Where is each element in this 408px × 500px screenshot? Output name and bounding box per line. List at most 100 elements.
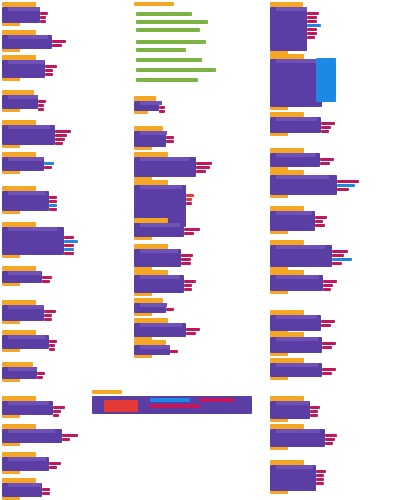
event-block[interactable] bbox=[2, 90, 60, 112]
value-block[interactable] bbox=[61, 438, 70, 441]
procedure-call-block[interactable] bbox=[270, 401, 310, 419]
event-block[interactable] bbox=[270, 396, 334, 422]
event-block[interactable] bbox=[134, 152, 234, 180]
value-block[interactable] bbox=[166, 308, 175, 311]
procedure-call-block[interactable] bbox=[270, 465, 316, 491]
event-block-header[interactable] bbox=[2, 186, 36, 191]
logic-block[interactable] bbox=[136, 78, 198, 82]
event-block[interactable] bbox=[2, 266, 66, 286]
value-block[interactable] bbox=[323, 288, 332, 291]
value-block[interactable] bbox=[315, 474, 324, 477]
value-block[interactable] bbox=[186, 328, 201, 331]
value-block[interactable] bbox=[307, 24, 322, 27]
value-block[interactable] bbox=[319, 158, 334, 161]
procedure-call-block[interactable] bbox=[270, 429, 325, 447]
value-block[interactable] bbox=[322, 342, 337, 345]
procedure-call-block[interactable] bbox=[2, 305, 45, 321]
procedure-call-block[interactable] bbox=[270, 175, 337, 195]
event-block[interactable] bbox=[2, 478, 66, 500]
value-block[interactable] bbox=[52, 406, 65, 409]
value-block[interactable] bbox=[315, 478, 324, 481]
value-block[interactable] bbox=[45, 73, 54, 76]
event-block-header[interactable] bbox=[2, 396, 36, 401]
event-block[interactable] bbox=[134, 96, 174, 114]
event-block[interactable] bbox=[270, 148, 350, 170]
event-block[interactable] bbox=[270, 358, 354, 380]
value-block[interactable] bbox=[51, 44, 62, 47]
procedure-call-block[interactable] bbox=[2, 60, 46, 78]
event-block[interactable] bbox=[270, 332, 354, 356]
event-block[interactable] bbox=[270, 240, 370, 270]
value-block[interactable] bbox=[336, 188, 349, 191]
event-block[interactable] bbox=[270, 460, 344, 494]
value-block[interactable] bbox=[49, 466, 58, 469]
procedure-call-block[interactable] bbox=[270, 245, 332, 267]
event-block[interactable] bbox=[2, 396, 84, 418]
value-block[interactable] bbox=[332, 262, 342, 265]
value-block[interactable] bbox=[183, 232, 194, 235]
logic-block[interactable] bbox=[136, 40, 206, 44]
value-block[interactable] bbox=[186, 198, 193, 201]
event-block[interactable] bbox=[270, 310, 352, 334]
long-procedure-argument[interactable] bbox=[150, 398, 190, 402]
event-block[interactable] bbox=[2, 186, 78, 214]
procedure-call-block[interactable] bbox=[134, 157, 196, 177]
event-block-header[interactable] bbox=[134, 218, 168, 223]
procedure-call-block[interactable] bbox=[134, 131, 167, 147]
value-block[interactable] bbox=[40, 20, 47, 23]
procedure-call-block[interactable] bbox=[2, 227, 64, 255]
value-block[interactable] bbox=[64, 244, 74, 247]
event-block-header[interactable] bbox=[2, 55, 36, 60]
value-block[interactable] bbox=[307, 16, 318, 19]
value-block[interactable] bbox=[336, 184, 355, 187]
event-block-header[interactable] bbox=[2, 30, 36, 35]
procedure-call-block[interactable] bbox=[134, 249, 182, 267]
value-block[interactable] bbox=[49, 196, 58, 199]
event-block-header[interactable] bbox=[134, 2, 174, 6]
value-block[interactable] bbox=[44, 314, 53, 317]
event-block[interactable] bbox=[134, 340, 192, 358]
procedure-call-block[interactable] bbox=[2, 7, 41, 23]
event-block-header[interactable] bbox=[270, 332, 304, 337]
event-block-header[interactable] bbox=[134, 270, 168, 275]
value-block[interactable] bbox=[49, 208, 58, 211]
value-block[interactable] bbox=[36, 372, 45, 375]
logic-block[interactable] bbox=[136, 58, 202, 62]
value-block[interactable] bbox=[36, 376, 43, 379]
value-block[interactable] bbox=[45, 69, 54, 72]
event-block-header[interactable] bbox=[2, 330, 36, 335]
value-block[interactable] bbox=[64, 240, 78, 243]
event-block-header[interactable] bbox=[270, 460, 304, 465]
value-block[interactable] bbox=[309, 406, 320, 409]
long-procedure-argument[interactable] bbox=[150, 404, 200, 408]
event-block[interactable] bbox=[134, 218, 214, 240]
event-block[interactable] bbox=[2, 152, 70, 174]
value-block[interactable] bbox=[49, 340, 58, 343]
value-block[interactable] bbox=[332, 258, 352, 261]
event-block[interactable] bbox=[2, 452, 78, 474]
value-block[interactable] bbox=[307, 28, 318, 31]
value-block[interactable] bbox=[158, 106, 165, 109]
value-block[interactable] bbox=[309, 410, 318, 413]
event-block-header[interactable] bbox=[270, 310, 304, 315]
value-block[interactable] bbox=[332, 250, 348, 253]
event-block[interactable] bbox=[134, 270, 214, 296]
event-block[interactable] bbox=[2, 424, 98, 446]
value-block[interactable] bbox=[324, 442, 333, 445]
value-block[interactable] bbox=[64, 236, 74, 239]
event-block-header[interactable] bbox=[134, 180, 168, 185]
value-block[interactable] bbox=[196, 162, 212, 165]
value-block[interactable] bbox=[49, 348, 56, 351]
value-block[interactable] bbox=[315, 482, 324, 485]
value-block[interactable] bbox=[37, 104, 44, 107]
value-block[interactable] bbox=[186, 194, 195, 197]
value-block[interactable] bbox=[186, 332, 197, 335]
event-block[interactable] bbox=[2, 222, 102, 258]
value-block[interactable] bbox=[196, 170, 206, 173]
value-block[interactable] bbox=[196, 166, 210, 169]
event-block[interactable] bbox=[270, 206, 342, 234]
event-block-header[interactable] bbox=[270, 358, 304, 363]
value-block[interactable] bbox=[44, 162, 55, 165]
long-procedure-header[interactable] bbox=[92, 390, 122, 394]
